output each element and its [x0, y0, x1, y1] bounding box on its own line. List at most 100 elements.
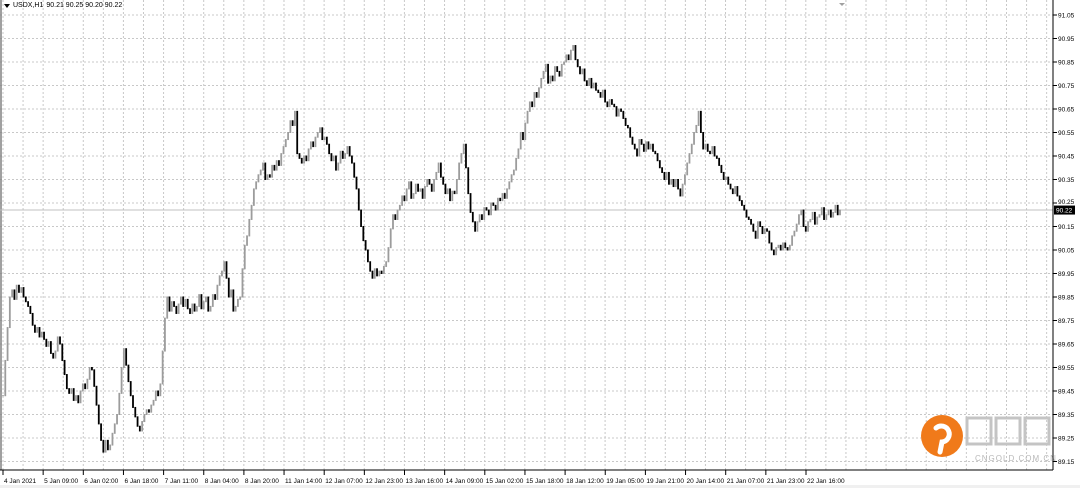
bear-candle: [590, 77, 593, 89]
bear-candle: [779, 244, 782, 251]
bear-candle: [421, 188, 424, 199]
time-axis[interactable]: 4 Jan 2021 5 Jan 09:00 6 Jan 02:00 6 Jan 18…: [2, 470, 845, 485]
bear-candle: [430, 183, 433, 192]
bull-candle: [398, 204, 401, 211]
bull-candle: [154, 390, 157, 401]
bear-candle: [492, 202, 495, 206]
bear-candle: [499, 197, 502, 202]
bear-candle: [38, 327, 41, 338]
bull-candle: [307, 148, 310, 162]
bear-candle: [727, 176, 730, 185]
bear-candle: [556, 66, 559, 72]
price-tick-label: 91.05: [1058, 13, 1075, 20]
bull-candle: [221, 270, 223, 277]
bull-candle: [122, 348, 125, 368]
time-tick-label: 18 Jan 12:00: [566, 478, 604, 485]
bull-candle: [309, 141, 312, 150]
bear-candle: [63, 359, 66, 376]
price-tick-label: 90.65: [1058, 107, 1075, 114]
bull-candle: [688, 153, 691, 164]
price-tick-label: 90.95: [1058, 36, 1075, 43]
bear-candle: [442, 176, 445, 185]
price-tick-label: 89.75: [1058, 318, 1075, 325]
brand-glyph-2: [994, 416, 1022, 446]
bear-candle: [661, 167, 664, 173]
bear-candle: [547, 63, 549, 84]
bear-candle: [720, 164, 723, 173]
bull-candle: [756, 221, 759, 239]
bear-candle: [761, 226, 764, 235]
bull-candle: [693, 132, 695, 145]
bear-candle: [615, 106, 618, 117]
bull-candle: [581, 68, 584, 75]
bull-candle: [515, 157, 518, 171]
last-price-value: 90.22: [1056, 207, 1073, 214]
bear-candle: [312, 141, 315, 148]
bear-candle: [371, 270, 374, 279]
logo-swirl-icon: [933, 423, 952, 455]
bull-candle: [777, 244, 780, 249]
bull-candle: [674, 179, 677, 188]
time-tick-label: 8 Jan 20:00: [245, 478, 279, 485]
bear-candle: [597, 89, 600, 94]
bull-candle: [800, 209, 803, 216]
bull-candle: [497, 197, 499, 211]
bull-candle: [248, 218, 251, 237]
bear-candle: [836, 204, 839, 216]
bear-candle: [186, 298, 189, 310]
bull-candle: [170, 301, 173, 312]
bull-candle: [549, 75, 552, 84]
bull-candle: [271, 164, 274, 178]
bull-candle: [433, 179, 435, 192]
bull-candle: [681, 183, 684, 197]
bear-candle: [335, 155, 337, 171]
bear-candle: [27, 301, 29, 307]
bull-candle: [809, 218, 812, 223]
bull-candle: [458, 162, 461, 180]
symbol-timeframe: USDX,H1: [13, 2, 44, 9]
bear-candle: [84, 383, 87, 390]
bull-candle: [75, 395, 77, 401]
bull-candle: [86, 378, 89, 390]
bull-candle: [827, 209, 830, 216]
bear-candle: [364, 240, 367, 251]
bull-candle: [275, 160, 278, 171]
bull-candle: [725, 176, 727, 180]
bear-candle: [376, 268, 378, 277]
bear-candle: [65, 374, 68, 390]
bear-candle: [647, 141, 650, 150]
time-tick-label: 7 Jan 11:00: [165, 478, 199, 485]
bull-candle: [695, 124, 698, 133]
bull-candle: [257, 174, 260, 183]
chart-shift-marker-icon[interactable]: [839, 3, 845, 6]
bull-candle: [832, 211, 835, 218]
bull-candle: [289, 120, 292, 133]
bull-candle: [462, 143, 465, 155]
bear-candle: [300, 157, 303, 164]
price-axis[interactable]: 91.05 90.95 90.85 90.75 90.65 90.55 90.45 90.35…: [1053, 13, 1075, 467]
bear-candle: [823, 207, 825, 220]
bear-candle: [68, 388, 71, 394]
watermark: CNGOLD.COM.CN: [921, 415, 1056, 463]
bear-candle: [656, 153, 659, 162]
brand-glyph-1: [965, 416, 993, 446]
bear-candle: [754, 230, 757, 239]
bull-candle: [47, 341, 50, 347]
time-tick-label: 8 Jan 04:00: [205, 478, 239, 485]
bull-candle: [412, 193, 415, 199]
bear-candle: [173, 301, 175, 307]
bear-candle: [134, 406, 137, 418]
triangle-down-icon[interactable]: [4, 3, 10, 8]
price-tick-label: 90.05: [1058, 248, 1075, 255]
bull-candle: [793, 230, 796, 237]
bear-candle: [439, 162, 442, 178]
bear-candle: [200, 294, 203, 310]
bear-candle: [535, 92, 538, 98]
bear-candle: [658, 160, 661, 169]
bear-candle: [747, 216, 750, 220]
bull-candle: [56, 336, 59, 352]
bull-candle: [104, 439, 107, 453]
bear-candle: [786, 247, 789, 251]
bull-candle: [565, 54, 568, 63]
